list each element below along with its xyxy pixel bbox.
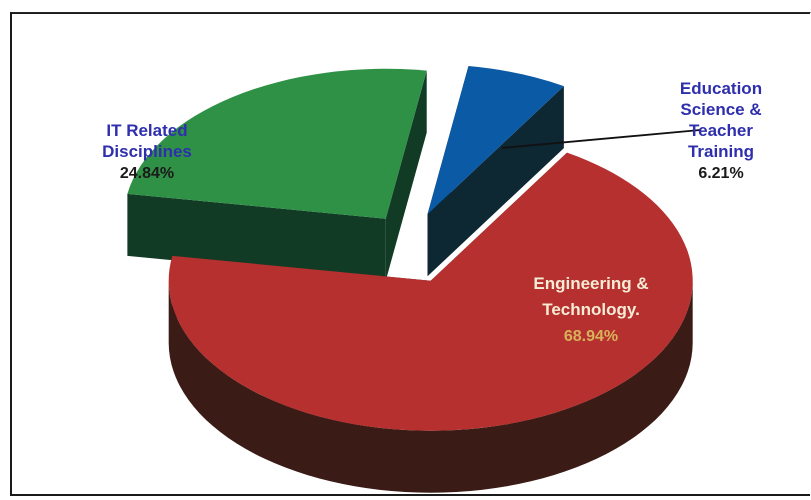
education-label-line-3: Teacher — [689, 121, 753, 140]
education-leader-line — [501, 129, 701, 149]
slice-labels: Education Science & Teacher Training 6.21% En… — [102, 79, 762, 345]
engineering-label-line-1: Engineering & — [533, 274, 648, 293]
education-cut-face-1 — [427, 86, 564, 277]
it-related-slice — [127, 68, 427, 219]
education-label-line-1: Education — [680, 79, 762, 98]
slice-tops — [127, 66, 693, 431]
engineering-outer-wall — [168, 280, 693, 493]
education-value-label: 6.21% — [698, 165, 743, 182]
it-related-label-line-2: Disciplines — [102, 142, 192, 161]
education-label-line-2: Science & — [680, 100, 761, 119]
top-border-line — [12, 12, 811, 13]
education-label-line-4: Training — [688, 142, 754, 161]
engineering-label-line-2: Technology. — [542, 300, 640, 319]
it-related-cut-face-1 — [385, 70, 427, 281]
it-related-value-label: 24.84% — [120, 165, 174, 182]
engineering-slice — [168, 152, 693, 431]
it-related-label-line-1: IT Related — [106, 121, 187, 140]
education-slice — [427, 66, 564, 215]
engineering-value-label: 68.94% — [564, 328, 618, 345]
leader-lines — [501, 129, 701, 149]
